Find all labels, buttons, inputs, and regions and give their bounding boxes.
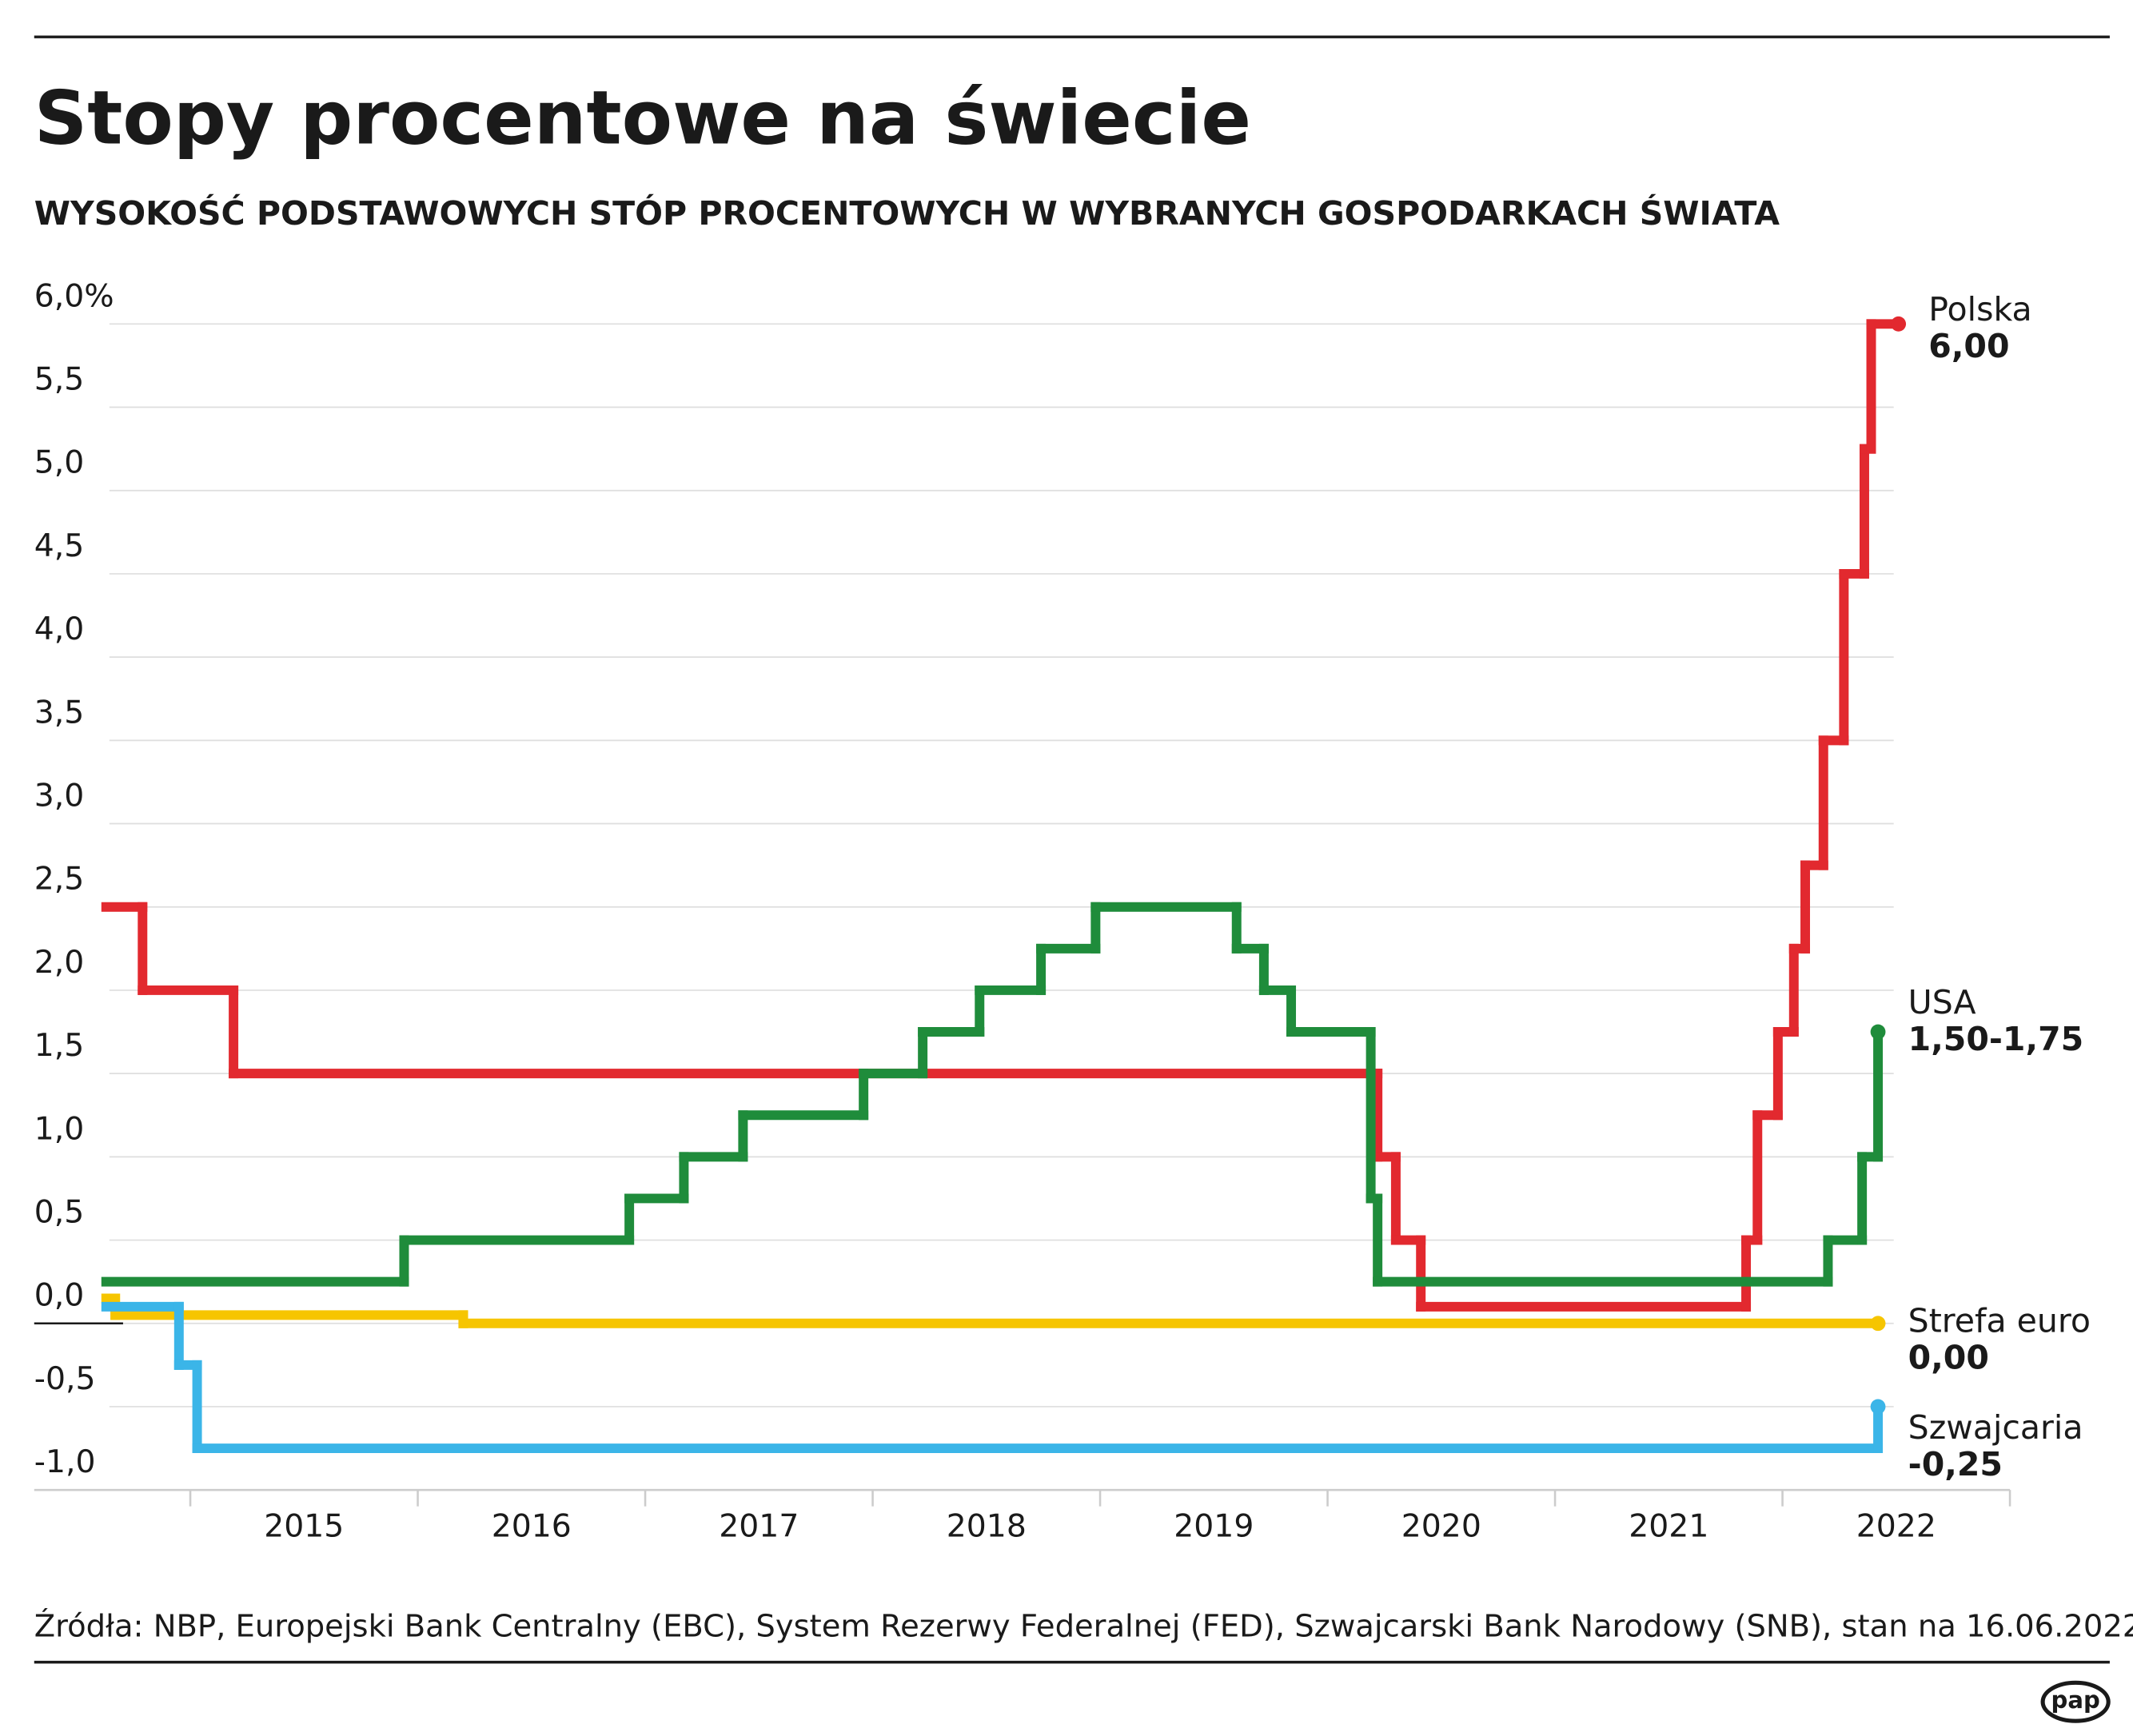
y-tick-label: 5,0 (34, 444, 85, 481)
y-tick-label: 1,5 (34, 1027, 85, 1064)
end-dot (1870, 1316, 1886, 1332)
y-tick-label: 3,0 (34, 778, 85, 814)
y-tick-label: 1,0 (34, 1110, 85, 1147)
legend-label: Polska (1928, 290, 2031, 328)
y-tick-label: 0,5 (34, 1194, 85, 1231)
chart-subtitle: WYSOKOŚĆ PODSTAWOWYCH STÓP PROCENTOWYCH … (34, 194, 1780, 233)
end-dot (1870, 1399, 1886, 1415)
x-tick-label: 2016 (492, 1508, 572, 1545)
y-tick-label: 4,5 (34, 528, 85, 564)
x-tick-label: 2017 (719, 1508, 799, 1545)
y-tick-label: 2,0 (34, 944, 85, 981)
y-tick-label: 0,0 (34, 1277, 85, 1314)
y-tick-label: 2,5 (34, 861, 85, 898)
legend-label: Szwajcaria (1908, 1408, 2083, 1447)
end-dot (1870, 1024, 1886, 1040)
end-value-label: 0,00 (1908, 1339, 1989, 1377)
x-tick-label: 2019 (1174, 1508, 1254, 1545)
y-tick-label: -0,5 (34, 1360, 96, 1397)
y-tick-label: 3,5 (34, 694, 85, 731)
chart-title: Stopy procentowe na świecie (34, 74, 1251, 161)
logo-ring (2040, 1680, 2111, 1723)
y-tick-label: 5,5 (34, 361, 85, 398)
y-tick-label: 6,0% (34, 277, 114, 314)
y-tick-label: 4,0 (34, 611, 85, 647)
series (101, 319, 1904, 1312)
x-tick-label: 2021 (1629, 1508, 1708, 1545)
end-value-label: 6,00 (1928, 327, 2009, 365)
end-value-label: -0,25 (1908, 1445, 2003, 1483)
series (101, 902, 1884, 1287)
legend-label: USA (1908, 983, 1976, 1021)
x-tick-label: 2015 (264, 1508, 344, 1545)
source-note: Źródła: NBP, Europejski Bank Centralny (… (34, 1607, 2133, 1644)
y-tick-label: -1,0 (34, 1443, 96, 1480)
end-dot (1891, 316, 1907, 332)
x-tick-label: 2022 (1856, 1508, 1936, 1545)
x-tick-label: 2018 (947, 1508, 1027, 1545)
x-tick-label: 2020 (1401, 1508, 1481, 1545)
legend-label: Strefa euro (1908, 1302, 2091, 1340)
end-value-label: 1,50-1,75 (1908, 1020, 2084, 1058)
series (101, 1301, 1884, 1454)
logo: pap (2051, 1686, 2100, 1714)
